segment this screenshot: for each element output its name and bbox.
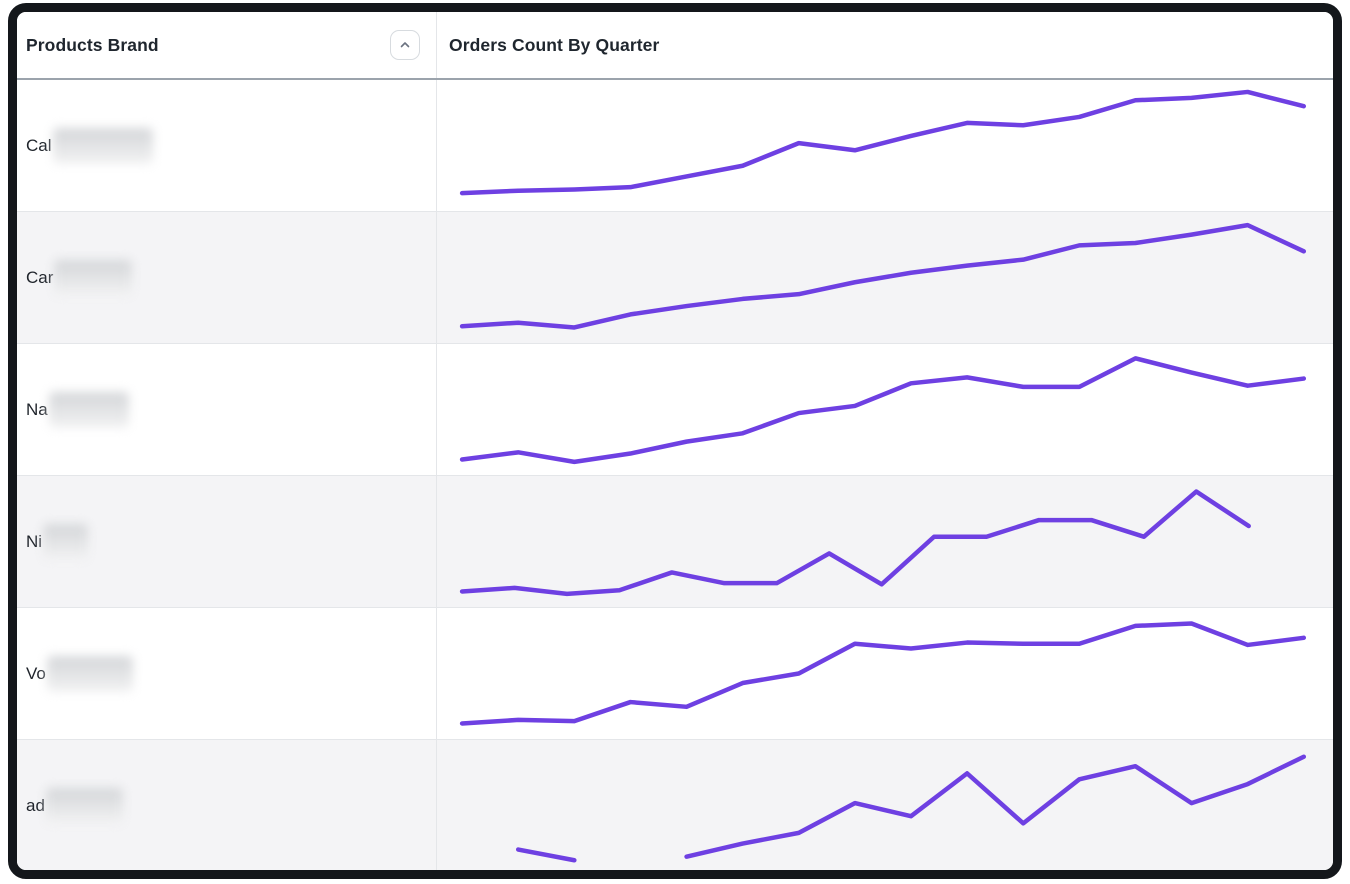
orders-count-header-label[interactable]: Orders Count By Quarter (449, 34, 660, 55)
brand-cell: Na (17, 344, 437, 475)
table-header-row: Products Brand Orders Count By Quarter (17, 12, 1333, 80)
sparkline-cell (437, 476, 1333, 607)
brand-cell: ad (17, 740, 437, 870)
redacted-brand-text (54, 259, 133, 296)
brand-cell: Car (17, 212, 437, 343)
sort-button[interactable] (390, 30, 420, 60)
orders-sparkline (449, 746, 1323, 865)
sparkline-cell (437, 608, 1333, 739)
sparkline-cell (437, 80, 1333, 211)
orders-sparkline (449, 86, 1323, 205)
sparkline-cell (437, 344, 1333, 475)
brand-label: Vo (26, 663, 46, 683)
column-header-products-brand: Products Brand (17, 12, 437, 78)
table-row: Cal (17, 80, 1333, 212)
brand-label: Na (26, 399, 48, 419)
sparkline-cell (437, 740, 1333, 871)
report-table-widget: Products Brand Orders Count By Quarter C… (8, 3, 1342, 879)
products-brand-header-label[interactable]: Products Brand (26, 34, 159, 55)
orders-sparkline (449, 218, 1323, 337)
table-row: Vo (17, 608, 1333, 740)
brand-cell: Cal (17, 80, 437, 211)
brand-label: Ni (26, 531, 43, 551)
table-row: ad (17, 740, 1333, 871)
redacted-brand-text (48, 391, 129, 428)
brand-cell: Ni (17, 476, 437, 607)
redacted-brand-text (46, 655, 133, 692)
orders-sparkline (449, 350, 1323, 469)
brand-label: Cal (26, 135, 52, 155)
chevron-up-icon (400, 42, 410, 48)
redacted-brand-text (43, 523, 89, 560)
brand-label: Car (26, 267, 54, 287)
table-row: Car (17, 212, 1333, 344)
brand-label: ad (26, 795, 45, 815)
redacted-brand-text (45, 787, 123, 824)
orders-sparkline (449, 482, 1323, 601)
brand-cell: Vo (17, 608, 437, 739)
orders-sparkline (449, 614, 1323, 733)
column-header-orders-count: Orders Count By Quarter (437, 12, 1333, 78)
redacted-brand-text (52, 127, 153, 164)
table-row: Ni (17, 476, 1333, 608)
table-row: Na (17, 344, 1333, 476)
sparkline-cell (437, 212, 1333, 343)
table-body: Cal Car Na (17, 80, 1333, 871)
